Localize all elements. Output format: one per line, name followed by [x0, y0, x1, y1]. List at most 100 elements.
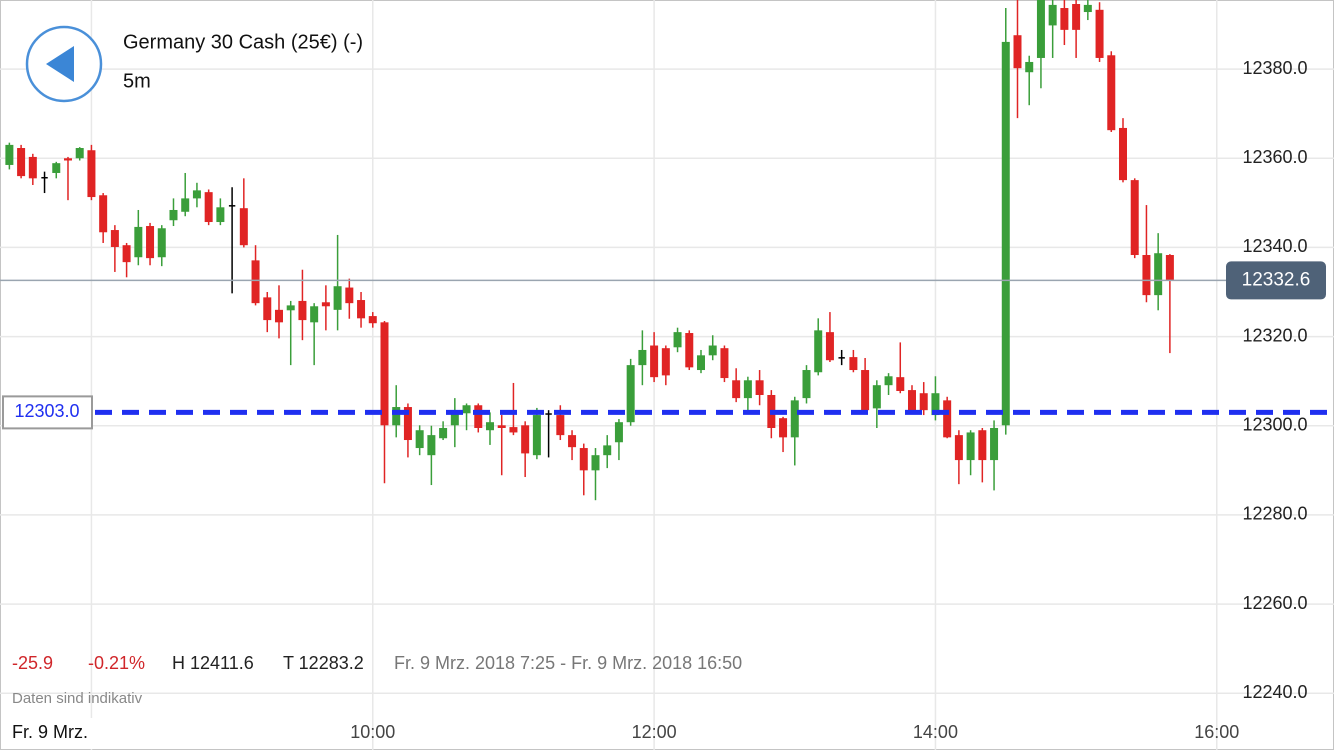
candle-body — [427, 435, 436, 456]
note: Daten sind indikativ — [12, 690, 143, 707]
low: T 12283.2 — [283, 653, 364, 673]
date-label-bg — [1, 718, 115, 749]
candle-body — [1001, 41, 1010, 426]
candle-body — [87, 150, 96, 198]
candle-body — [919, 393, 928, 411]
candle-body — [485, 422, 494, 431]
candle-body — [779, 418, 788, 438]
candle-body — [1118, 127, 1127, 181]
candle-body — [990, 427, 999, 461]
candle-body — [802, 370, 811, 399]
candles — [5, 0, 1174, 501]
candle-body — [497, 425, 506, 428]
candle-body — [310, 306, 319, 323]
change-percent: -0.21% — [88, 653, 145, 673]
candle-body — [122, 245, 131, 263]
candle-body — [403, 407, 412, 441]
candle-body — [532, 415, 541, 456]
candle-body — [1036, 0, 1045, 58]
x-tick-label: 14:00 — [913, 722, 958, 742]
candle-body — [954, 435, 963, 461]
candle-body — [907, 390, 916, 411]
y-tick-label: 12280.0 — [1242, 504, 1307, 524]
candle-body — [474, 405, 483, 428]
candle-body — [1083, 4, 1092, 13]
reference-tag — [2, 395, 93, 430]
candle-body — [1072, 4, 1081, 30]
candle-body — [838, 357, 845, 359]
candle-body — [814, 330, 823, 373]
candle-body — [579, 448, 588, 471]
y-tick-label: 12300.0 — [1242, 415, 1307, 435]
candle-body — [626, 365, 635, 423]
candle-body — [251, 260, 260, 304]
candle-body — [110, 230, 119, 247]
candle-body — [99, 195, 108, 233]
candle-body — [392, 407, 401, 426]
title: Germany 30 Cash (25€) (-) — [123, 31, 363, 53]
y-tick-label: 12260.0 — [1242, 593, 1307, 613]
candle-body — [790, 400, 799, 438]
candle-body — [966, 432, 975, 461]
candle-body — [978, 430, 987, 461]
candle-body — [41, 176, 48, 179]
x-tick-label: 10:00 — [350, 722, 395, 742]
candle-body — [849, 357, 858, 371]
candle-body — [1130, 180, 1139, 256]
candle-body — [357, 300, 366, 319]
range: Fr. 9 Mrz. 2018 7:25 - Fr. 9 Mrz. 2018 1… — [394, 653, 742, 673]
candle-body — [568, 435, 577, 448]
candle-body — [1060, 8, 1069, 30]
y-tick-label: 12240.0 — [1242, 682, 1307, 702]
candle-body — [1048, 4, 1057, 26]
candle-body — [896, 377, 905, 391]
interval: 5m — [123, 70, 151, 92]
candle-body — [52, 163, 61, 173]
candle-body — [169, 209, 178, 221]
candle-body — [591, 455, 600, 471]
candle-body — [743, 380, 752, 399]
candle-body — [720, 348, 729, 379]
last-price-tag — [1226, 261, 1326, 300]
candle-body — [1013, 35, 1022, 69]
candle-body — [708, 345, 717, 356]
candle-body — [696, 355, 705, 371]
candle-body — [286, 305, 295, 311]
candle-body — [75, 148, 84, 159]
candle-body — [650, 345, 659, 378]
reference-label: 12303.0 — [14, 401, 79, 421]
candle-body — [638, 349, 647, 366]
candle-body — [17, 148, 26, 177]
y-tick-label: 12320.0 — [1242, 325, 1307, 345]
candle-body — [239, 208, 248, 246]
overlay: 12240.0 12260.0 12280.0 12300.0 12320.0 12340… — [0, 58, 1334, 749]
change: -25.9 — [12, 653, 53, 673]
back-arrow[interactable] — [46, 46, 74, 82]
candle-body — [1142, 255, 1151, 296]
candle-body — [439, 427, 448, 439]
candle-body — [1095, 9, 1104, 58]
candle-body — [1107, 55, 1116, 131]
candle-body — [146, 226, 155, 259]
candle-body — [134, 226, 143, 258]
last-price-label: 12332.6 — [1242, 269, 1311, 290]
candle-body — [545, 413, 552, 415]
candle-body — [685, 333, 694, 368]
candle-body — [345, 287, 354, 304]
candle-body — [732, 380, 741, 399]
high: H 12411.6 — [172, 653, 254, 673]
candle-body — [228, 205, 236, 207]
candle-body — [661, 348, 670, 376]
back-button[interactable] — [25, 25, 103, 103]
candle-body — [1165, 255, 1174, 281]
candle-body — [333, 286, 342, 310]
candle-body — [825, 332, 834, 361]
candle-body — [603, 445, 612, 456]
candle-body — [192, 190, 201, 199]
candle-body — [861, 370, 870, 411]
candle-body — [614, 422, 623, 443]
x-tick-label: 16:00 — [1194, 722, 1239, 742]
candle-body — [204, 192, 213, 223]
